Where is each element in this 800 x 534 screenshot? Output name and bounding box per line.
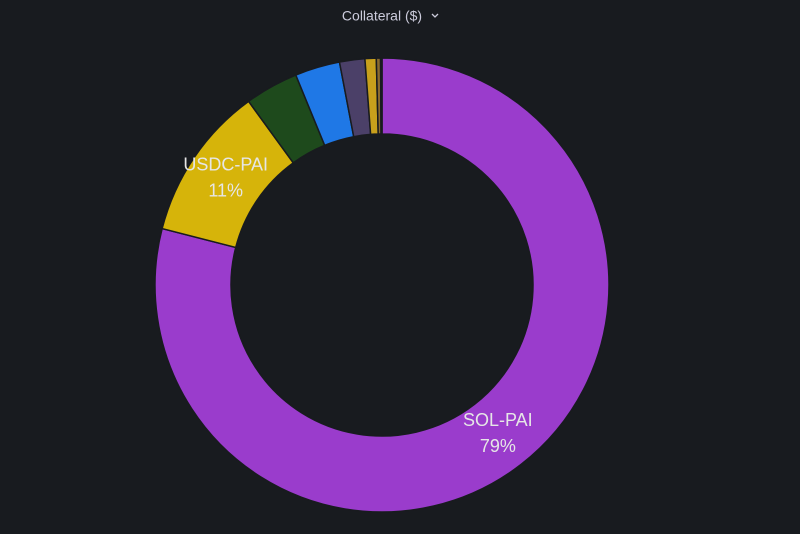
segment-label: USDC-PAI — [183, 155, 268, 175]
segment-percent: 11% — [208, 181, 243, 201]
donut-segment — [379, 57, 383, 135]
donut-segment — [154, 57, 610, 513]
panel-title[interactable]: Collateral ($) — [342, 8, 422, 24]
segment-label: SOL-PAI — [463, 410, 533, 430]
chevron-icon[interactable] — [431, 13, 439, 18]
segment-percent: 79% — [480, 436, 516, 456]
